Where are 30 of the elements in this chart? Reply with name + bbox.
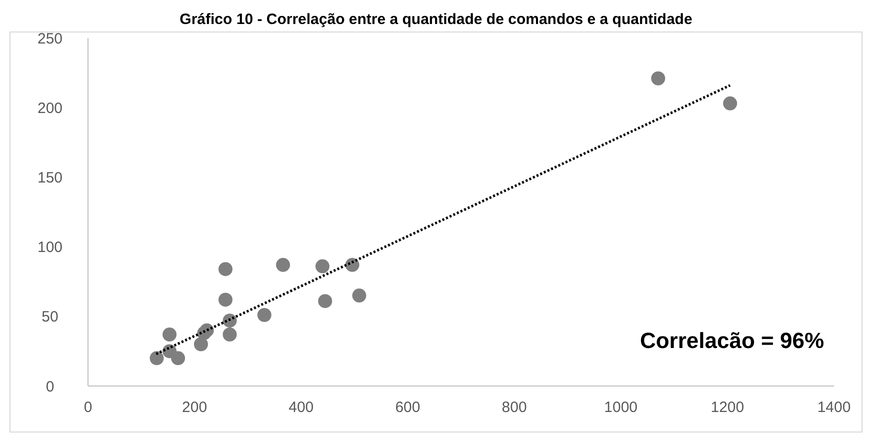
point [162, 327, 177, 342]
annotation: Correlacão = 96% [640, 328, 824, 353]
y-tick-label: 100 [37, 239, 63, 256]
point [218, 262, 232, 276]
x-tick-label: 1200 [710, 399, 744, 416]
point [723, 96, 738, 110]
point [218, 292, 232, 307]
x-tick-label: 0 [84, 399, 92, 416]
point [194, 337, 208, 352]
y-tick-label: 150 [37, 169, 63, 186]
point [276, 258, 290, 272]
x-tick-label: 800 [502, 399, 527, 416]
point [257, 308, 272, 322]
x-tick-label: 400 [288, 399, 314, 416]
y-tick-label: 50 [42, 308, 58, 326]
point [222, 327, 237, 342]
y-tick-label: 250 [37, 30, 63, 48]
x-tick-label: 1000 [604, 399, 638, 416]
chart-title: Gráfico 10 - Correlação entre a quantidade de comandos e a quantidade [180, 11, 692, 28]
point [352, 288, 366, 303]
point [318, 294, 332, 308]
point [651, 71, 666, 86]
point [171, 351, 186, 366]
point [315, 259, 330, 274]
x-tick-label: 600 [395, 399, 420, 416]
x-tick-label: 1400 [817, 399, 851, 416]
y-tick-label: 200 [37, 100, 63, 117]
y-tick-label: 0 [46, 378, 54, 396]
point [150, 351, 164, 366]
x-tick-label: 200 [182, 399, 208, 416]
